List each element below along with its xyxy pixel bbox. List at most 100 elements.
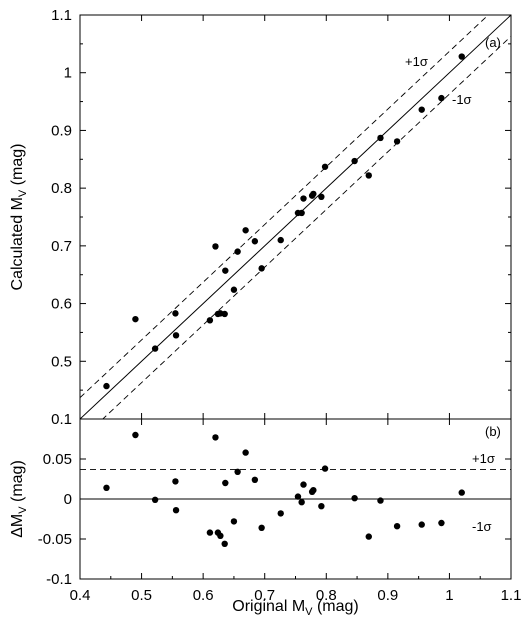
x-tick-label: 0.8 — [316, 587, 337, 604]
data-point — [351, 157, 358, 165]
minus-sigma-label-a: -1σ — [452, 92, 472, 107]
residual-point — [212, 434, 219, 441]
residual-point — [172, 507, 180, 514]
plus-sigma-label-a: +1σ — [405, 54, 428, 69]
residual-point — [172, 478, 179, 485]
minus-sigma-label-b: -1σ — [472, 519, 492, 534]
x-tick-label: 1.1 — [501, 587, 522, 604]
data-point — [222, 267, 229, 274]
data-point — [310, 190, 317, 198]
residual-point — [221, 540, 228, 547]
residual-point — [230, 518, 238, 525]
data-point — [230, 286, 238, 293]
y-tick-label-b: -0.05 — [38, 531, 72, 548]
y-tick-label-a: 0.9 — [51, 122, 72, 139]
panel-a-lines — [80, 15, 511, 419]
data-point — [318, 193, 325, 200]
residual-point — [294, 493, 302, 500]
data-point — [172, 332, 180, 339]
one-to-one-line — [80, 15, 511, 419]
x-tick-label: 0.9 — [377, 587, 398, 604]
plus-sigma-label-b: +1σ — [472, 451, 495, 466]
x-tick-label: 0.7 — [254, 587, 275, 604]
data-point — [206, 317, 214, 324]
data-point — [151, 345, 159, 352]
residual-point — [103, 484, 110, 491]
data-point — [277, 236, 284, 244]
y-axis-label-b-sub: V — [17, 506, 29, 514]
residual-point — [277, 510, 284, 517]
residual-point — [151, 496, 159, 503]
panel-label-a: (a) — [485, 35, 501, 50]
panel-label-b: (b) — [485, 424, 501, 439]
data-point — [298, 209, 305, 217]
residual-point — [418, 521, 425, 528]
data-point — [377, 134, 384, 142]
residual-point — [377, 497, 384, 504]
y-tick-label-a-bottom: 0.1 — [51, 411, 72, 428]
data-point — [438, 94, 445, 102]
plus-sigma-line — [80, 15, 489, 398]
residual-point — [242, 449, 249, 456]
residual-point — [393, 523, 401, 530]
axis-labels: Original MV (mag)Calculated MV (mag)ΔMV … — [9, 144, 359, 618]
residual-point — [321, 465, 329, 472]
x-tick-label: 0.4 — [70, 587, 91, 604]
residual-point — [258, 524, 265, 531]
y-axis-label-a: Calculated MV (mag) — [9, 144, 29, 291]
y-tick-label-b: 0.05 — [43, 451, 72, 468]
data-point — [103, 382, 110, 390]
y-tick-label-a: 0.8 — [51, 180, 72, 197]
residual-point — [365, 533, 372, 540]
x-axis-label-part: Original M — [232, 598, 305, 615]
y-tick-label-b: 0 — [64, 491, 72, 508]
y-axis-label-b: ΔMV (mag) — [9, 460, 29, 538]
residual-point — [351, 495, 358, 502]
data-point — [234, 248, 241, 255]
data-point — [242, 227, 249, 234]
residual-point — [310, 487, 317, 494]
residual-point — [206, 529, 214, 536]
data-point — [300, 195, 307, 202]
minus-sigma-line — [102, 36, 511, 419]
data-point — [321, 163, 329, 170]
data-point — [393, 138, 401, 145]
residual-point — [132, 431, 139, 439]
y-tick-label-a: 0.5 — [51, 353, 72, 370]
y-axis-label-a-part: Calculated M — [9, 197, 26, 290]
data-point — [458, 53, 465, 60]
residual-point — [251, 476, 259, 483]
data-point — [132, 315, 139, 323]
data-point — [251, 238, 259, 245]
data-point — [418, 106, 425, 113]
x-tick-label: 0.6 — [193, 587, 214, 604]
x-tick-label: 1 — [445, 587, 453, 604]
x-axis-label-sub: V — [305, 606, 313, 618]
panel-b: -0.1 -0.05 0 0.05 0.4 0.5 0.6 0.7 0.8 0.9 1 1.1 (b) +… — [38, 418, 522, 604]
y-tick-label-a: 1.1 — [51, 7, 72, 24]
y-tick-label-a: 1 — [64, 65, 72, 82]
residual-point — [458, 489, 465, 496]
y-axis-label-a-sub: V — [17, 189, 29, 197]
y-axis-label-b-rest: (mag) — [9, 460, 26, 506]
data-point — [221, 310, 228, 318]
y-axis-label-a-rest: (mag) — [9, 144, 26, 190]
x-tick-label: 0.5 — [131, 587, 152, 604]
residual-point — [234, 468, 241, 475]
y-axis-label-b-part: ΔM — [9, 514, 26, 538]
residual-point — [300, 481, 307, 488]
data-point — [365, 172, 372, 179]
residual-point — [217, 532, 224, 539]
x-axis-label: Original MV (mag) — [232, 598, 358, 618]
data-point — [258, 265, 265, 272]
residual-point — [318, 503, 325, 510]
panel-a: 0.5 0.6 0.7 0.8 0.9 1 1.1 0.1 (a) +1σ -1σ — [51, 7, 512, 428]
x-axis-label-rest: (mag) — [313, 598, 359, 615]
data-point — [212, 243, 219, 250]
y-tick-label-b: -0.1 — [46, 571, 72, 588]
y-tick-label-a: 0.6 — [51, 296, 72, 313]
y-tick-label-a: 0.7 — [51, 238, 72, 255]
residual-point — [222, 479, 229, 487]
data-point — [172, 310, 179, 317]
